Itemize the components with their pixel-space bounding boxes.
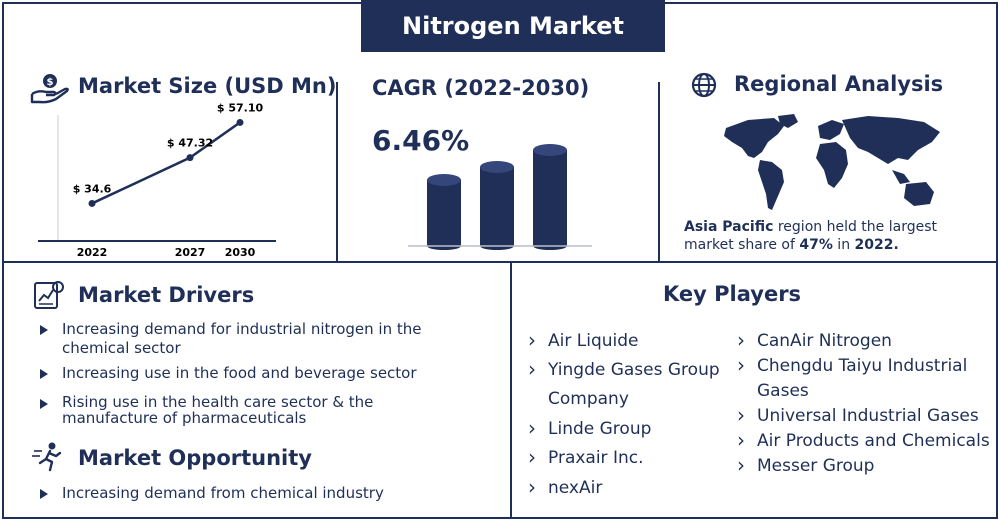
page-title: Nitrogen Market	[361, 0, 665, 52]
driver-item: Increasing use in the food and beverage …	[38, 364, 458, 383]
opportunity-list: Increasing demand from chemical industry	[38, 484, 458, 503]
cagr-value: 6.46%	[372, 124, 470, 157]
divider-2	[658, 82, 660, 262]
driver-item: Increasing demand for industrial nitroge…	[38, 320, 458, 358]
divider-3	[510, 262, 512, 519]
region-share: 47%	[799, 237, 833, 253]
key-players-col2: CanAir Nitrogen Chengdu Taiyu Industrial…	[737, 328, 995, 479]
opportunity-title: Market Opportunity	[78, 446, 312, 470]
regional-text-in: in	[832, 237, 855, 253]
series-line	[91, 121, 241, 205]
market-size-title: Market Size (USD Mn)	[78, 74, 337, 98]
divider-1	[336, 82, 338, 262]
drivers-list: Increasing demand for industrial nitroge…	[38, 320, 458, 426]
data-point	[88, 199, 96, 207]
drivers-title: Market Drivers	[78, 283, 255, 307]
key-players-title: Key Players	[663, 282, 802, 306]
region-name: Asia Pacific	[684, 219, 774, 235]
data-point	[236, 118, 244, 126]
player-item: Yingde Gases Group Company	[528, 355, 728, 414]
globe-icon	[690, 71, 718, 99]
player-item: Air Products and Chemicals	[737, 428, 995, 454]
regional-text: Asia Pacific region held the largest mar…	[684, 218, 954, 254]
opportunity-item: Increasing demand from chemical industry	[38, 484, 458, 503]
cylinder-1	[427, 174, 461, 250]
cagr-cylinders-graphic	[408, 144, 592, 250]
key-players-col1: Air Liquide Yingde Gases Group Company L…	[528, 325, 728, 503]
money-hand-icon: $	[30, 72, 70, 104]
player-item: Chengdu Taiyu Industrial Gases	[737, 353, 995, 404]
world-map	[724, 114, 940, 210]
region-year: 2022.	[854, 237, 899, 253]
data-point	[186, 154, 194, 162]
horizontal-divider	[2, 261, 998, 263]
player-item: Linde Group	[528, 413, 728, 444]
cylinder-2	[480, 161, 514, 250]
data-label: $ 47.32	[167, 137, 213, 150]
x-tick-label: 2027	[175, 246, 206, 259]
data-label: $ 34.6	[73, 182, 112, 195]
analytics-report-icon	[32, 279, 66, 311]
x-tick-label: 2030	[225, 246, 256, 259]
player-item: Messer Group	[737, 453, 995, 479]
cylinder-3	[533, 144, 567, 250]
player-item: Universal Industrial Gases	[737, 403, 995, 429]
x-tick-label: 2022	[77, 246, 108, 259]
player-item: Air Liquide	[528, 325, 728, 356]
regional-text-mid: region held the largest market share of	[684, 219, 937, 253]
player-item: nexAir	[528, 472, 728, 503]
running-person-icon	[32, 441, 66, 473]
driver-item: Rising use in the health care sector & t…	[38, 394, 458, 426]
player-item: CanAir Nitrogen	[737, 328, 995, 354]
market-size-chart: $ 34.6 $ 47.32 $ 57.10 2022 2027 2030	[38, 101, 276, 259]
player-item: Praxair Inc.	[528, 443, 728, 473]
cagr-title: CAGR (2022-2030)	[372, 76, 590, 100]
svg-text:$: $	[47, 77, 54, 88]
regional-title: Regional Analysis	[734, 72, 944, 96]
data-label: $ 57.10	[217, 101, 264, 114]
